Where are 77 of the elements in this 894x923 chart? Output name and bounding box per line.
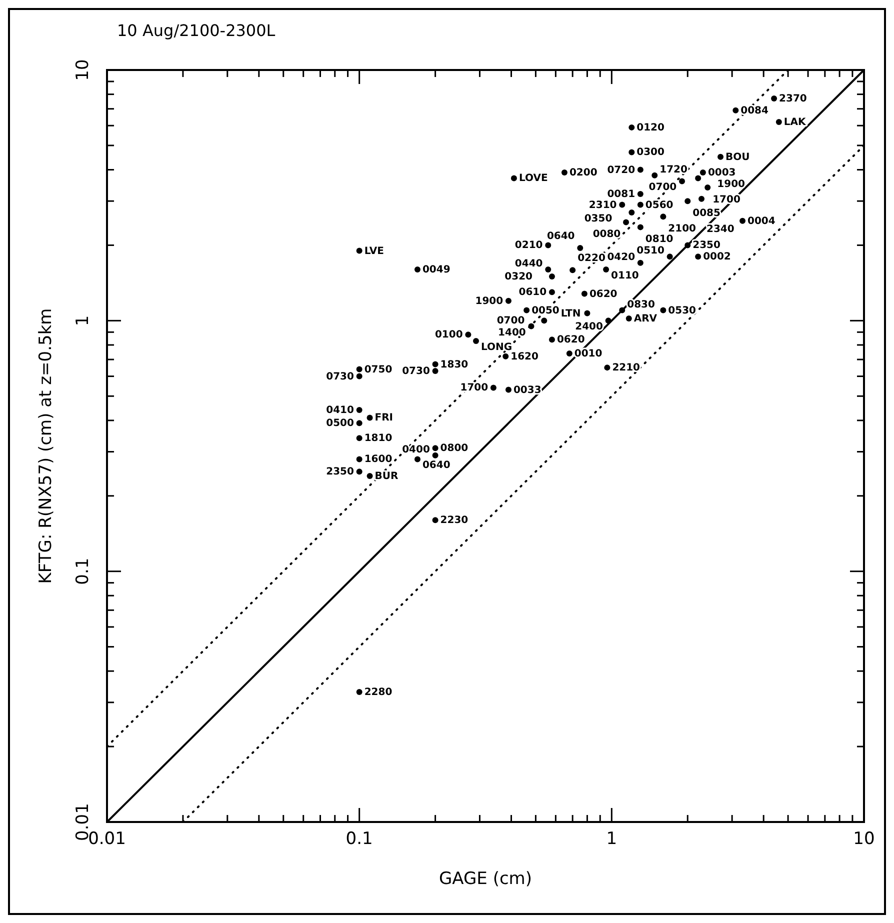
annotation: 0700: [496, 316, 525, 327]
x-axis-title: GAGE (cm): [439, 869, 532, 889]
x-tick-label: 10: [853, 829, 875, 849]
annotation: 0220: [578, 253, 606, 264]
annotation: 0003: [708, 168, 736, 179]
annotation: 0120: [636, 122, 665, 134]
annotation: 0300: [636, 147, 665, 158]
annotation: 0620: [589, 288, 618, 300]
annotation: BOU: [726, 152, 750, 163]
annotation: 0200: [569, 168, 598, 179]
annotation: 0440: [514, 258, 543, 270]
annotation: 0730: [326, 371, 354, 382]
annotation: 0080: [592, 229, 621, 240]
annotation: 1830: [440, 359, 468, 370]
annotation: 1720: [660, 164, 688, 176]
annotation: LVE: [364, 246, 384, 257]
annotation: 2230: [440, 515, 468, 526]
annotation: LOVE: [518, 173, 548, 184]
annotation: 2210: [612, 362, 640, 374]
annotation: 0750: [364, 364, 392, 376]
annotation: 0050: [532, 305, 560, 316]
annotation: 0640: [546, 230, 575, 242]
annotation: 0420: [607, 252, 636, 263]
annotation: 0510: [636, 246, 664, 257]
annotation: 0700: [648, 182, 677, 194]
annotation: 0620: [556, 334, 585, 346]
annotation: 2340: [706, 224, 734, 235]
x-tick-label: 0.1: [346, 829, 373, 849]
y-tick-label: 0.1: [73, 558, 93, 585]
annotation: 1400: [498, 327, 526, 338]
annotation: BUR: [374, 471, 399, 482]
annotation: 1620: [510, 351, 539, 362]
annotation: 0210: [514, 240, 543, 252]
annotation: 0810: [645, 234, 674, 246]
annotation: 1700: [460, 382, 488, 394]
annotation: 0610: [518, 287, 547, 298]
annotation: 0320: [504, 272, 533, 283]
annotation: 0410: [326, 405, 354, 416]
annotation: 0830: [627, 299, 655, 310]
annotation: 2400: [575, 322, 604, 333]
y-tick-label: 1: [73, 315, 93, 326]
annotation: LONG: [481, 342, 512, 353]
annotation: 0100: [434, 330, 463, 341]
annotation: 2350: [326, 466, 354, 478]
annotation: 0033: [513, 384, 542, 396]
annotation: 2310: [588, 200, 617, 211]
annotation: 0730: [402, 366, 430, 377]
annotation: 2370: [779, 93, 807, 104]
y-tick-label: 10: [73, 59, 93, 81]
x-tick-label: 1: [606, 829, 618, 849]
annotation: FRI: [374, 412, 394, 424]
annotation: LAK: [784, 117, 808, 128]
annotation: 0720: [607, 164, 636, 176]
annotation: 0004: [748, 216, 776, 227]
annotation: 2280: [364, 687, 392, 698]
annotation: 0084: [740, 105, 769, 116]
annotation: 1810: [364, 433, 392, 444]
annotation: 0500: [326, 418, 354, 430]
chart-title: 10 Aug/2100-2300L: [117, 21, 276, 40]
y-axis-title: KFTG: R(NX57) (cm) at z=0.5km: [36, 308, 56, 584]
annotation: 0049: [422, 264, 450, 276]
annotation: 0560: [645, 200, 674, 211]
annotation: 0800: [440, 443, 468, 454]
annotation: LTN: [560, 308, 581, 320]
annotation: 1900: [475, 296, 504, 307]
annotation: 0400: [402, 444, 430, 456]
annotation: ARV: [634, 314, 658, 325]
annotation: 1600: [364, 454, 392, 466]
annotation: 2100: [668, 224, 696, 235]
annotation: 0350: [584, 214, 612, 225]
annotation: 0530: [668, 305, 696, 316]
annotation: 0640: [422, 460, 450, 472]
annotation: 0110: [611, 270, 639, 282]
annotation: 0002: [703, 252, 731, 263]
annotation: 2350: [692, 240, 720, 252]
annotation: 1900: [717, 179, 746, 190]
annotation: 0081: [607, 189, 636, 200]
